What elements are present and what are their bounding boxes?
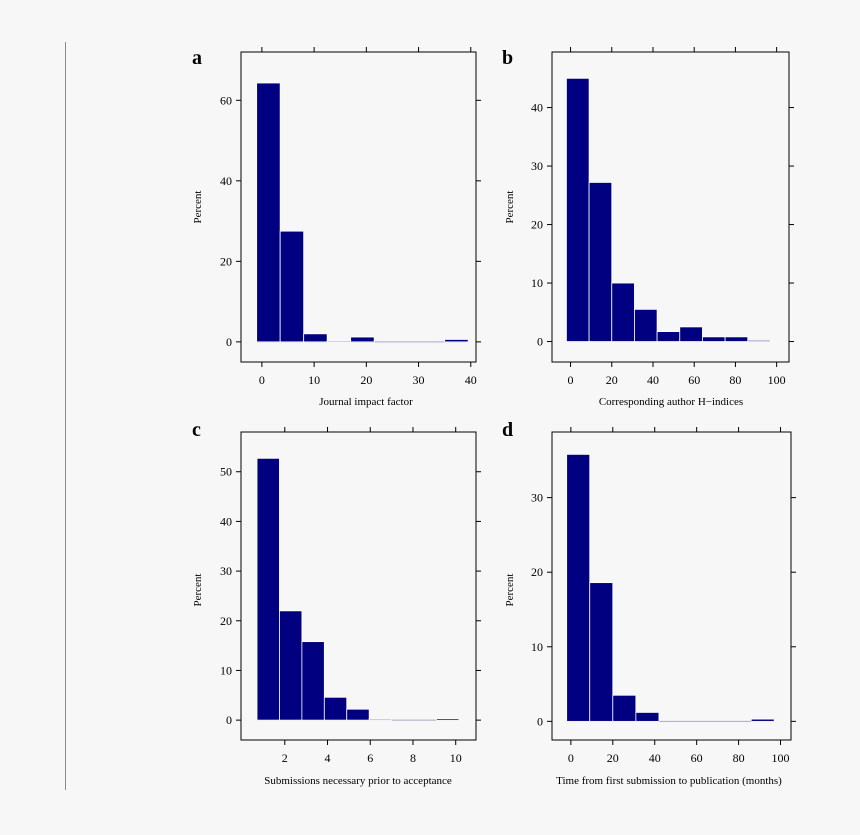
x-axis-label: Submissions necessary prior to acceptanc… <box>264 775 452 787</box>
histogram-bar <box>323 696 348 721</box>
y-tick-label: 0 <box>537 335 543 349</box>
histogram-bar <box>256 457 280 721</box>
panel-label: a <box>192 47 202 69</box>
histogram-bar <box>326 340 352 343</box>
x-axis-label: Corresponding author H−indices <box>599 396 743 408</box>
panel-a: 0 10 20 30 40 0 20 40 60 Journal impact factor Per… <box>192 47 481 408</box>
y-tick-label: 30 <box>220 564 232 578</box>
histogram-bar <box>634 308 658 342</box>
y-tick-label: 0 <box>226 335 232 349</box>
x-tick-label: 8 <box>410 751 416 765</box>
panel-label: d <box>502 419 513 441</box>
histogram-bar <box>750 718 775 722</box>
x-tick-label: 10 <box>308 373 320 387</box>
panel-c: 2 4 6 8 10 0 10 20 30 40 50 Submissions necessary p… <box>192 419 481 787</box>
y-tick-label: 0 <box>226 713 232 727</box>
histogram-bar <box>436 718 460 721</box>
x-tick-label: 80 <box>729 373 741 387</box>
x-tick-label: 2 <box>282 751 288 765</box>
x-tick-label: 4 <box>325 751 331 765</box>
y-tick-label: 10 <box>531 640 543 654</box>
histogram-bar <box>702 336 726 342</box>
x-tick-label: 10 <box>450 751 462 765</box>
x-tick-label: 0 <box>568 373 574 387</box>
x-tick-label: 100 <box>768 373 786 387</box>
y-tick-label: 20 <box>531 218 543 232</box>
histogram-bar <box>444 339 469 343</box>
x-tick-label: 100 <box>772 751 790 765</box>
histogram-bar <box>301 641 325 721</box>
y-tick-label: 60 <box>220 93 232 107</box>
y-axis-label: Percent <box>504 574 516 607</box>
histogram-bar <box>303 333 328 343</box>
x-tick-label: 60 <box>691 751 703 765</box>
y-tick-label: 30 <box>531 159 543 173</box>
x-tick-label: 60 <box>688 373 700 387</box>
left-divider-line <box>65 42 66 790</box>
histogram-bar <box>656 331 681 342</box>
x-tick-label: 40 <box>465 373 477 387</box>
x-tick-label: 30 <box>413 373 425 387</box>
y-tick-label: 40 <box>531 101 543 115</box>
y-tick-label: 0 <box>537 714 543 728</box>
histogram-bar <box>612 694 637 722</box>
y-axis-label: Percent <box>192 191 204 224</box>
histogram-bar <box>679 326 703 342</box>
y-tick-label: 10 <box>531 276 543 290</box>
histogram-bar <box>350 336 375 343</box>
histogram-bar <box>279 610 303 721</box>
y-tick-label: 20 <box>220 614 232 628</box>
y-axis-label: Percent <box>192 574 204 607</box>
histogram-bar <box>747 339 771 342</box>
plot-frame <box>551 431 792 741</box>
x-axis-label: Time from first submission to publicatio… <box>556 775 782 787</box>
panel-b: 0 20 40 60 80 100 0 10 20 30 40 Corresponding autho… <box>502 47 794 408</box>
panel-label: c <box>192 419 201 441</box>
y-tick-label: 50 <box>220 465 232 479</box>
histogram-bar <box>589 582 614 722</box>
y-tick-label: 20 <box>220 254 232 268</box>
plot-frame <box>551 51 790 363</box>
histogram-bar <box>635 712 660 722</box>
histogram-bar <box>611 282 635 342</box>
x-axis-label: Journal impact factor <box>319 396 413 408</box>
panel-d: 0 20 40 60 80 100 0 10 20 30 Time from first submi… <box>502 419 796 787</box>
plot-frame <box>240 51 477 363</box>
histogram-bar <box>279 230 305 343</box>
histogram-bar <box>724 336 749 342</box>
plot-frame <box>240 431 477 741</box>
y-tick-label: 40 <box>220 174 232 188</box>
x-tick-label: 0 <box>568 751 574 765</box>
x-tick-label: 40 <box>647 373 659 387</box>
y-tick-label: 30 <box>531 491 543 505</box>
histogram-bar <box>346 708 370 721</box>
histogram-bar <box>368 718 393 721</box>
histogram-bar <box>256 82 281 343</box>
x-tick-label: 20 <box>607 751 619 765</box>
histogram-bar <box>566 453 591 722</box>
y-tick-label: 20 <box>531 565 543 579</box>
y-tick-label: 40 <box>220 514 232 528</box>
x-tick-label: 0 <box>259 373 265 387</box>
histogram-bar <box>566 77 590 342</box>
y-axis-label: Percent <box>504 191 516 224</box>
x-tick-label: 80 <box>733 751 745 765</box>
panel-label: b <box>502 47 513 69</box>
x-tick-label: 6 <box>367 751 373 765</box>
x-tick-label: 20 <box>606 373 618 387</box>
histogram-bar <box>588 182 613 342</box>
x-tick-label: 20 <box>360 373 372 387</box>
x-tick-label: 40 <box>649 751 661 765</box>
y-tick-label: 10 <box>220 663 232 677</box>
